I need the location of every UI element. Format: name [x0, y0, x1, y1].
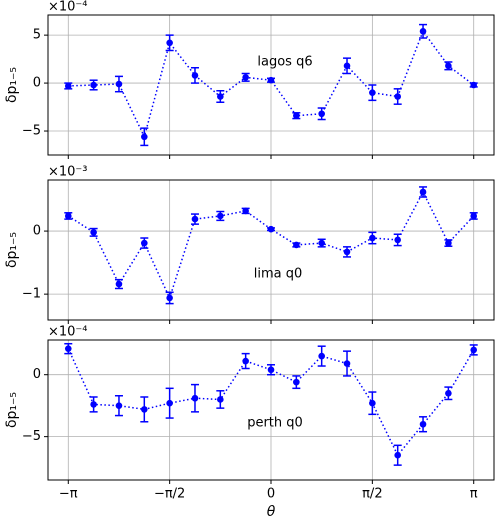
data-point — [318, 239, 325, 247]
data-point — [394, 451, 401, 459]
data-point — [141, 133, 148, 141]
data-point — [445, 389, 452, 397]
data-point — [267, 76, 275, 84]
data-point — [343, 62, 351, 70]
annotation: lagos q6 — [257, 55, 312, 70]
data-point — [217, 212, 224, 220]
y-tick-label: 0 — [33, 367, 41, 382]
data-point — [445, 62, 452, 70]
data-point — [419, 188, 427, 196]
data-point — [267, 225, 275, 233]
data-point — [64, 345, 72, 352]
data-point — [343, 248, 351, 256]
data-point — [419, 420, 427, 428]
data-point — [293, 112, 300, 119]
data-point — [217, 396, 224, 403]
data-point — [115, 402, 123, 409]
y-tick-label: −1 — [22, 287, 41, 302]
data-point — [394, 93, 401, 100]
annotation: lima q0 — [254, 267, 303, 282]
data-point — [470, 81, 478, 89]
data-point — [191, 215, 199, 223]
data-point — [166, 294, 173, 302]
data-point — [64, 212, 72, 220]
data-point — [419, 28, 427, 35]
y-axis-label: δp₁₋₅ — [4, 67, 20, 103]
data-point — [64, 82, 72, 90]
data-point — [115, 80, 123, 88]
y-tick-label: −5 — [22, 124, 41, 139]
data-point — [369, 234, 376, 242]
offset-label: ×10⁻³ — [48, 165, 88, 180]
data-point — [115, 280, 123, 288]
data-point — [166, 39, 173, 47]
data-point — [191, 394, 199, 402]
data-point — [191, 72, 199, 79]
data-point — [445, 239, 452, 247]
x-tick-label: 0 — [267, 487, 275, 502]
data-point — [318, 352, 325, 360]
y-axis-label: δp₁₋₅ — [4, 392, 20, 428]
x-tick-label: −π — [59, 487, 78, 502]
data-point — [90, 229, 97, 236]
data-point — [141, 239, 148, 247]
data-point — [242, 74, 249, 81]
data-point — [470, 212, 478, 220]
data-point — [293, 241, 300, 249]
data-point — [242, 207, 249, 215]
x-tick-label: π — [470, 487, 478, 502]
annotation: perth q0 — [247, 416, 303, 431]
x-tick-label: π/2 — [362, 487, 382, 502]
y-tick-label: −5 — [22, 429, 41, 444]
axes-frame — [47, 14, 495, 156]
data-point — [318, 110, 325, 118]
offset-label: ×10⁻⁴ — [48, 0, 88, 15]
series-line — [67, 190, 475, 300]
y-tick-label: 5 — [33, 28, 41, 43]
data-point — [90, 401, 97, 408]
data-point — [293, 378, 300, 386]
data-point — [217, 93, 224, 100]
axes-frame — [47, 339, 495, 481]
data-point — [470, 346, 478, 354]
x-tick-label: −π/2 — [154, 487, 185, 502]
data-point — [369, 89, 376, 96]
data-point — [90, 81, 97, 89]
data-point — [343, 360, 351, 367]
data-point — [141, 406, 148, 413]
y-tick-label: 0 — [33, 76, 41, 91]
y-axis-label: δp₁₋₅ — [4, 232, 20, 268]
data-point — [166, 399, 173, 407]
offset-label: ×10⁻⁴ — [48, 325, 88, 340]
data-point — [369, 399, 376, 407]
x-axis-label: θ — [267, 504, 276, 520]
data-point — [267, 366, 275, 374]
y-tick-label: 0 — [33, 224, 41, 239]
data-point — [242, 357, 249, 365]
axes-frame — [47, 179, 495, 321]
data-point — [394, 236, 401, 244]
